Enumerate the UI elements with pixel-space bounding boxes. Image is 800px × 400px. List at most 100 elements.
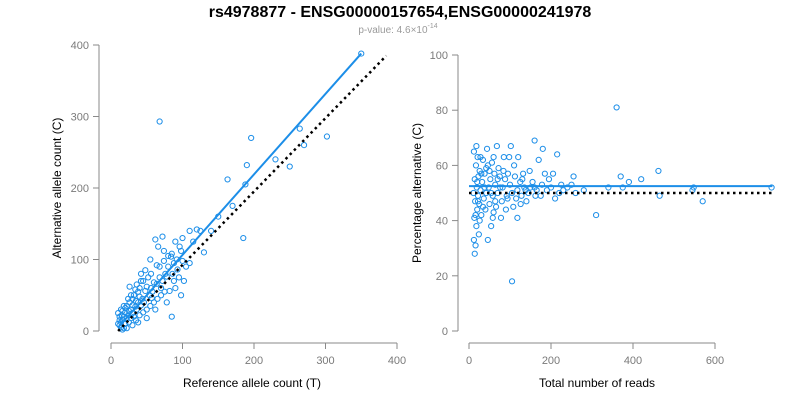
right-y-tick-label: 20 — [436, 271, 448, 283]
right-y-tick-label: 100 — [430, 50, 448, 62]
left-x-axis-label: Reference allele count (T) — [183, 376, 321, 390]
right-scatter-panel: 0 200 400 600 0 20 40 60 80 100 Total number of re… — [410, 50, 775, 390]
left-data-point — [117, 306, 125, 313]
right-data-point — [502, 206, 509, 213]
right-data-point — [625, 178, 633, 186]
right-data-point — [487, 176, 494, 183]
left-fit-line — [117, 52, 362, 329]
right-data-point — [508, 189, 516, 197]
left-data-point — [163, 299, 170, 306]
right-x-tick-label: 600 — [706, 355, 724, 367]
right-x-tick-label: 400 — [624, 355, 642, 367]
left-data-point — [172, 238, 179, 245]
left-data-point — [180, 277, 188, 285]
left-data-point — [156, 118, 163, 125]
right-data-point — [564, 184, 571, 191]
left-reference-line — [117, 54, 388, 332]
right-data-point — [619, 184, 626, 191]
left-data-point — [156, 263, 163, 270]
left-data-point — [150, 299, 157, 306]
left-y-axis-label: Alternative allele count (C) — [50, 118, 64, 259]
left-data-point — [123, 325, 130, 332]
right-x-axis-label: Total number of reads — [539, 376, 655, 390]
right-data-point — [481, 170, 488, 177]
right-data-point — [768, 184, 775, 191]
chart-title: rs4978877 - ENSG00000157654,ENSG00000241… — [209, 4, 592, 21]
left-data-point — [272, 156, 279, 163]
left-data-point — [286, 163, 293, 170]
left-data-point — [160, 257, 168, 265]
left-data-point — [122, 320, 129, 327]
left-data-point — [179, 257, 186, 265]
right-data-point — [656, 192, 663, 199]
left-y-tick-label: 0 — [83, 326, 89, 338]
left-data-point — [152, 236, 159, 243]
left-data-point — [140, 277, 147, 285]
left-data-point — [175, 274, 183, 281]
right-data-point — [508, 278, 516, 285]
left-data-point — [177, 247, 185, 255]
right-data-point — [491, 170, 498, 177]
right-data-point — [500, 154, 507, 161]
left-data-point — [150, 279, 157, 286]
right-data-point — [515, 154, 522, 161]
right-data-point — [475, 231, 482, 238]
right-data-point — [474, 178, 481, 186]
right-data-point — [535, 156, 542, 163]
left-y-tick-label: 100 — [71, 255, 89, 267]
right-data-point — [486, 200, 493, 208]
left-data-point — [147, 302, 154, 310]
left-data-point — [127, 292, 135, 299]
right-data-point — [506, 154, 513, 161]
left-data-point — [242, 181, 249, 188]
right-data-point — [510, 203, 517, 210]
left-x-tick-label: 400 — [388, 355, 406, 367]
left-data-point — [142, 267, 149, 274]
left-data-point — [172, 285, 179, 292]
right-data-point — [477, 154, 484, 161]
right-data-point — [478, 211, 485, 219]
left-data-point — [157, 292, 165, 299]
right-data-point — [531, 184, 538, 191]
right-data-point — [513, 195, 520, 202]
chart-subtitle: p-value: 4.6×10-14 — [358, 23, 437, 36]
p-value-text: p-value: 4.6×10 — [358, 25, 428, 36]
left-data-point — [229, 202, 236, 209]
left-data-point — [179, 234, 186, 242]
right-data-point — [568, 181, 575, 188]
left-data-point — [300, 142, 308, 149]
left-data-point — [143, 315, 150, 322]
right-data-point — [483, 145, 491, 152]
right-data-point — [529, 178, 536, 186]
right-data-point — [471, 250, 478, 257]
left-data-point — [160, 247, 168, 255]
left-x-tick-label: 0 — [108, 355, 114, 367]
right-data-point — [473, 223, 480, 230]
left-data-point — [159, 233, 166, 240]
left-data-point — [182, 263, 190, 270]
left-data-point — [143, 283, 150, 290]
left-data-point — [224, 176, 231, 183]
right-data-point — [570, 173, 577, 180]
right-data-point — [523, 198, 530, 205]
right-data-point — [605, 184, 612, 191]
left-data-point — [176, 243, 183, 250]
right-data-point — [511, 173, 519, 180]
right-data-point — [490, 154, 497, 161]
right-data-point — [613, 104, 620, 111]
left-y-tick-label: 200 — [71, 183, 89, 195]
left-data-point — [177, 292, 185, 299]
right-data-point — [506, 181, 514, 188]
right-data-point — [497, 214, 505, 221]
left-data-point — [143, 306, 150, 313]
right-data-point — [617, 173, 624, 180]
left-data-point — [162, 270, 169, 277]
right-data-point — [504, 195, 511, 202]
right-data-point — [500, 167, 507, 175]
right-data-point — [531, 137, 538, 144]
right-data-point — [472, 162, 480, 169]
left-data-point — [186, 259, 193, 267]
left-data-point — [154, 295, 161, 302]
left-data-point — [152, 306, 159, 313]
right-data-point — [510, 162, 518, 169]
